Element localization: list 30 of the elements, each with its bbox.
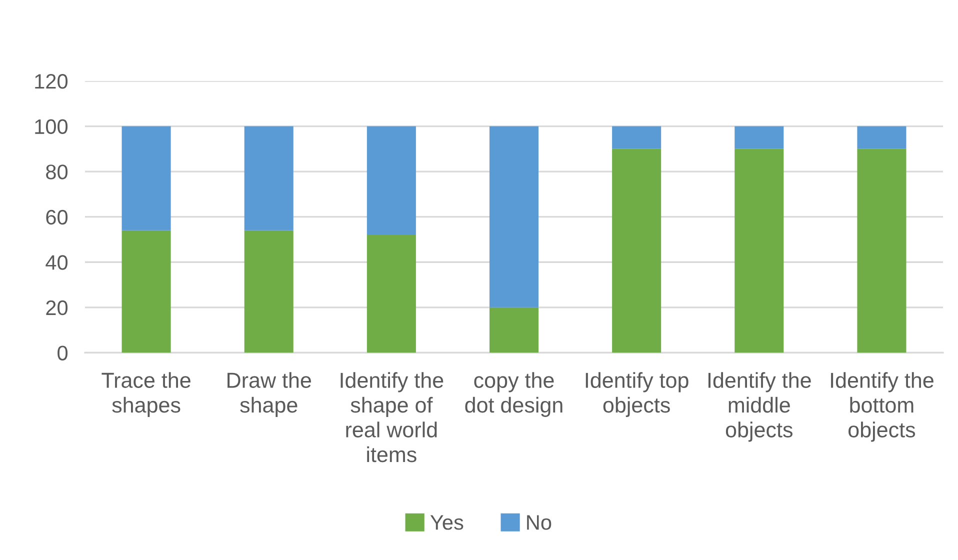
legend-label: No — [527, 515, 552, 530]
x-tick-label: Trace the shapes — [102, 372, 190, 417]
bar — [612, 148, 662, 353]
y-tick-label: 20 — [46, 300, 68, 316]
x-tick-label: Identify the middle objects — [708, 372, 811, 442]
bar — [366, 234, 416, 353]
bar — [489, 126, 539, 308]
bar — [857, 126, 906, 149]
x-tick-label: Draw the shape — [228, 372, 311, 417]
bar — [244, 230, 294, 353]
y-tick-label: 100 — [35, 119, 68, 134]
bar — [244, 126, 294, 230]
bar — [366, 126, 416, 235]
x-tick-label: copy the dot design — [465, 372, 562, 417]
y-tick-label: 0 — [58, 346, 68, 360]
x-tick-label: Identify the bottom objects — [831, 372, 934, 442]
legend-label: Yes — [430, 515, 464, 530]
bar — [857, 148, 906, 353]
bar — [734, 126, 784, 149]
bar — [122, 230, 171, 353]
x-tick-label: Identify the shape of real world items — [340, 372, 444, 462]
y-tick-label: 60 — [46, 210, 68, 225]
y-tick-label: 80 — [46, 164, 68, 180]
y-tick-label: 40 — [46, 255, 68, 270]
bar — [734, 148, 784, 353]
y-tick-label: 120 — [35, 74, 68, 89]
bar — [122, 126, 171, 230]
x-tick-label: Identify top objects — [586, 372, 688, 417]
bar — [489, 307, 539, 353]
bar — [612, 126, 662, 149]
